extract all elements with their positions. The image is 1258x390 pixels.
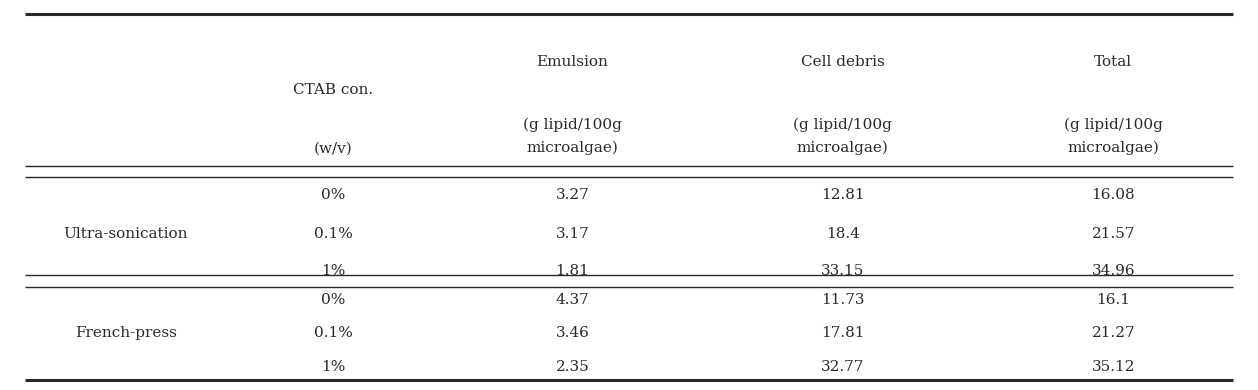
Text: 0%: 0% xyxy=(321,293,346,307)
Text: 3.46: 3.46 xyxy=(556,326,589,340)
Text: Emulsion: Emulsion xyxy=(536,55,609,69)
Text: Total: Total xyxy=(1094,55,1132,69)
Text: (g lipid/100g: (g lipid/100g xyxy=(1064,118,1162,132)
Text: 16.08: 16.08 xyxy=(1092,188,1135,202)
Text: 35.12: 35.12 xyxy=(1092,360,1135,374)
Text: 3.17: 3.17 xyxy=(556,227,589,241)
Text: 0.1%: 0.1% xyxy=(314,227,352,241)
Text: 21.57: 21.57 xyxy=(1092,227,1135,241)
Text: 21.27: 21.27 xyxy=(1092,326,1135,340)
Text: 17.81: 17.81 xyxy=(821,326,864,340)
Text: (g lipid/100g: (g lipid/100g xyxy=(523,118,621,132)
Text: 3.27: 3.27 xyxy=(556,188,589,202)
Text: 12.81: 12.81 xyxy=(821,188,864,202)
Text: 0%: 0% xyxy=(321,188,346,202)
Text: French-press: French-press xyxy=(75,326,176,340)
Text: microalgae): microalgae) xyxy=(526,141,619,155)
Text: 32.77: 32.77 xyxy=(821,360,864,374)
Text: 33.15: 33.15 xyxy=(821,264,864,278)
Text: (g lipid/100g: (g lipid/100g xyxy=(794,118,892,132)
Text: 1%: 1% xyxy=(321,264,346,278)
Text: 1.81: 1.81 xyxy=(556,264,589,278)
Text: Ultra-sonication: Ultra-sonication xyxy=(64,227,187,241)
Text: CTAB con.: CTAB con. xyxy=(293,83,374,97)
Text: microalgae): microalgae) xyxy=(796,141,889,155)
Text: microalgae): microalgae) xyxy=(1067,141,1160,155)
Text: 4.37: 4.37 xyxy=(556,293,589,307)
Text: 1%: 1% xyxy=(321,360,346,374)
Text: 34.96: 34.96 xyxy=(1092,264,1135,278)
Text: 2.35: 2.35 xyxy=(556,360,589,374)
Text: Cell debris: Cell debris xyxy=(801,55,884,69)
Text: 0.1%: 0.1% xyxy=(314,326,352,340)
Text: 18.4: 18.4 xyxy=(827,227,859,241)
Text: 16.1: 16.1 xyxy=(1096,293,1131,307)
Text: (w/v): (w/v) xyxy=(314,141,352,155)
Text: 11.73: 11.73 xyxy=(821,293,864,307)
